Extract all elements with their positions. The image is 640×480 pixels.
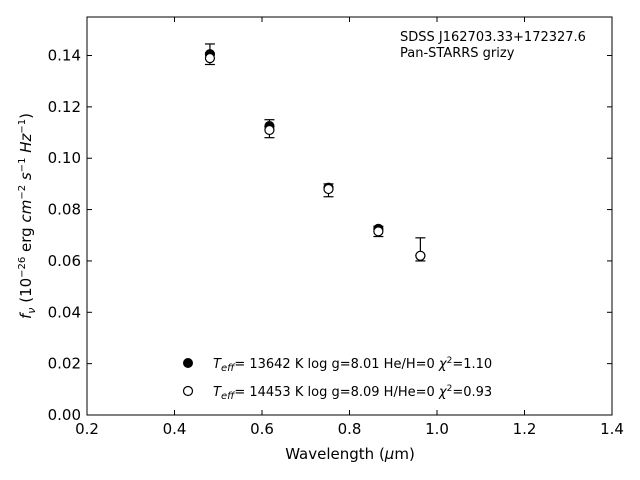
- legend-label-filled: Teff= 13642 K log g=8.01 He/H=0 χ2=1.10: [213, 356, 492, 374]
- plot-frame: [86, 16, 613, 416]
- legend-marker-filled: [183, 358, 193, 368]
- y-tick-label: 0.12: [48, 98, 81, 116]
- model-point-open: [204, 52, 216, 64]
- legend-marker-open: [182, 385, 194, 397]
- data-points: [204, 49, 426, 261]
- x-tick-label: 0.8: [338, 420, 362, 438]
- model-point-open: [415, 250, 426, 261]
- x-tick-label: 1.4: [600, 420, 624, 438]
- y-tick-label: 0.00: [48, 406, 81, 424]
- x-axis-label: Wavelength (μm): [285, 445, 415, 463]
- annotation-survey: Pan-STARRS grizy: [400, 46, 515, 61]
- y-tick-label: 0.14: [48, 47, 81, 65]
- model-point-open: [264, 124, 275, 136]
- y-tick-label: 0.10: [48, 149, 81, 167]
- y-tick-label: 0.06: [48, 252, 81, 270]
- y-axis: 0.00 0.02 0.04 0.06 0.08 0.10 0.12 0.14: [48, 47, 612, 424]
- error-bars: [204, 43, 426, 262]
- x-tick-label: 1.0: [425, 420, 449, 438]
- y-tick-label: 0.08: [48, 201, 81, 219]
- legend-label-open: Teff= 14453 K log g=8.09 H/He=0 χ2=0.93: [213, 384, 492, 402]
- y-axis-label: fν (10−26 erg cm−2 s−1 Hz−1): [17, 113, 38, 319]
- model-point-open: [323, 183, 334, 195]
- annotation-object: SDSS J162703.33+172327.6: [400, 30, 586, 45]
- x-tick-label: 0.2: [75, 420, 99, 438]
- legend: Teff= 13642 K log g=8.01 He/H=0 χ2=1.10 …: [182, 356, 492, 402]
- y-tick-label: 0.02: [48, 355, 81, 373]
- model-point-open: [373, 226, 384, 237]
- x-tick-label: 0.4: [163, 420, 187, 438]
- x-tick-label: 1.2: [513, 420, 537, 438]
- x-tick-label: 0.6: [250, 420, 274, 438]
- x-axis: 0.2 0.4 0.6 0.8 1.0 1.2 1.4: [75, 17, 624, 438]
- y-tick-label: 0.04: [48, 303, 81, 321]
